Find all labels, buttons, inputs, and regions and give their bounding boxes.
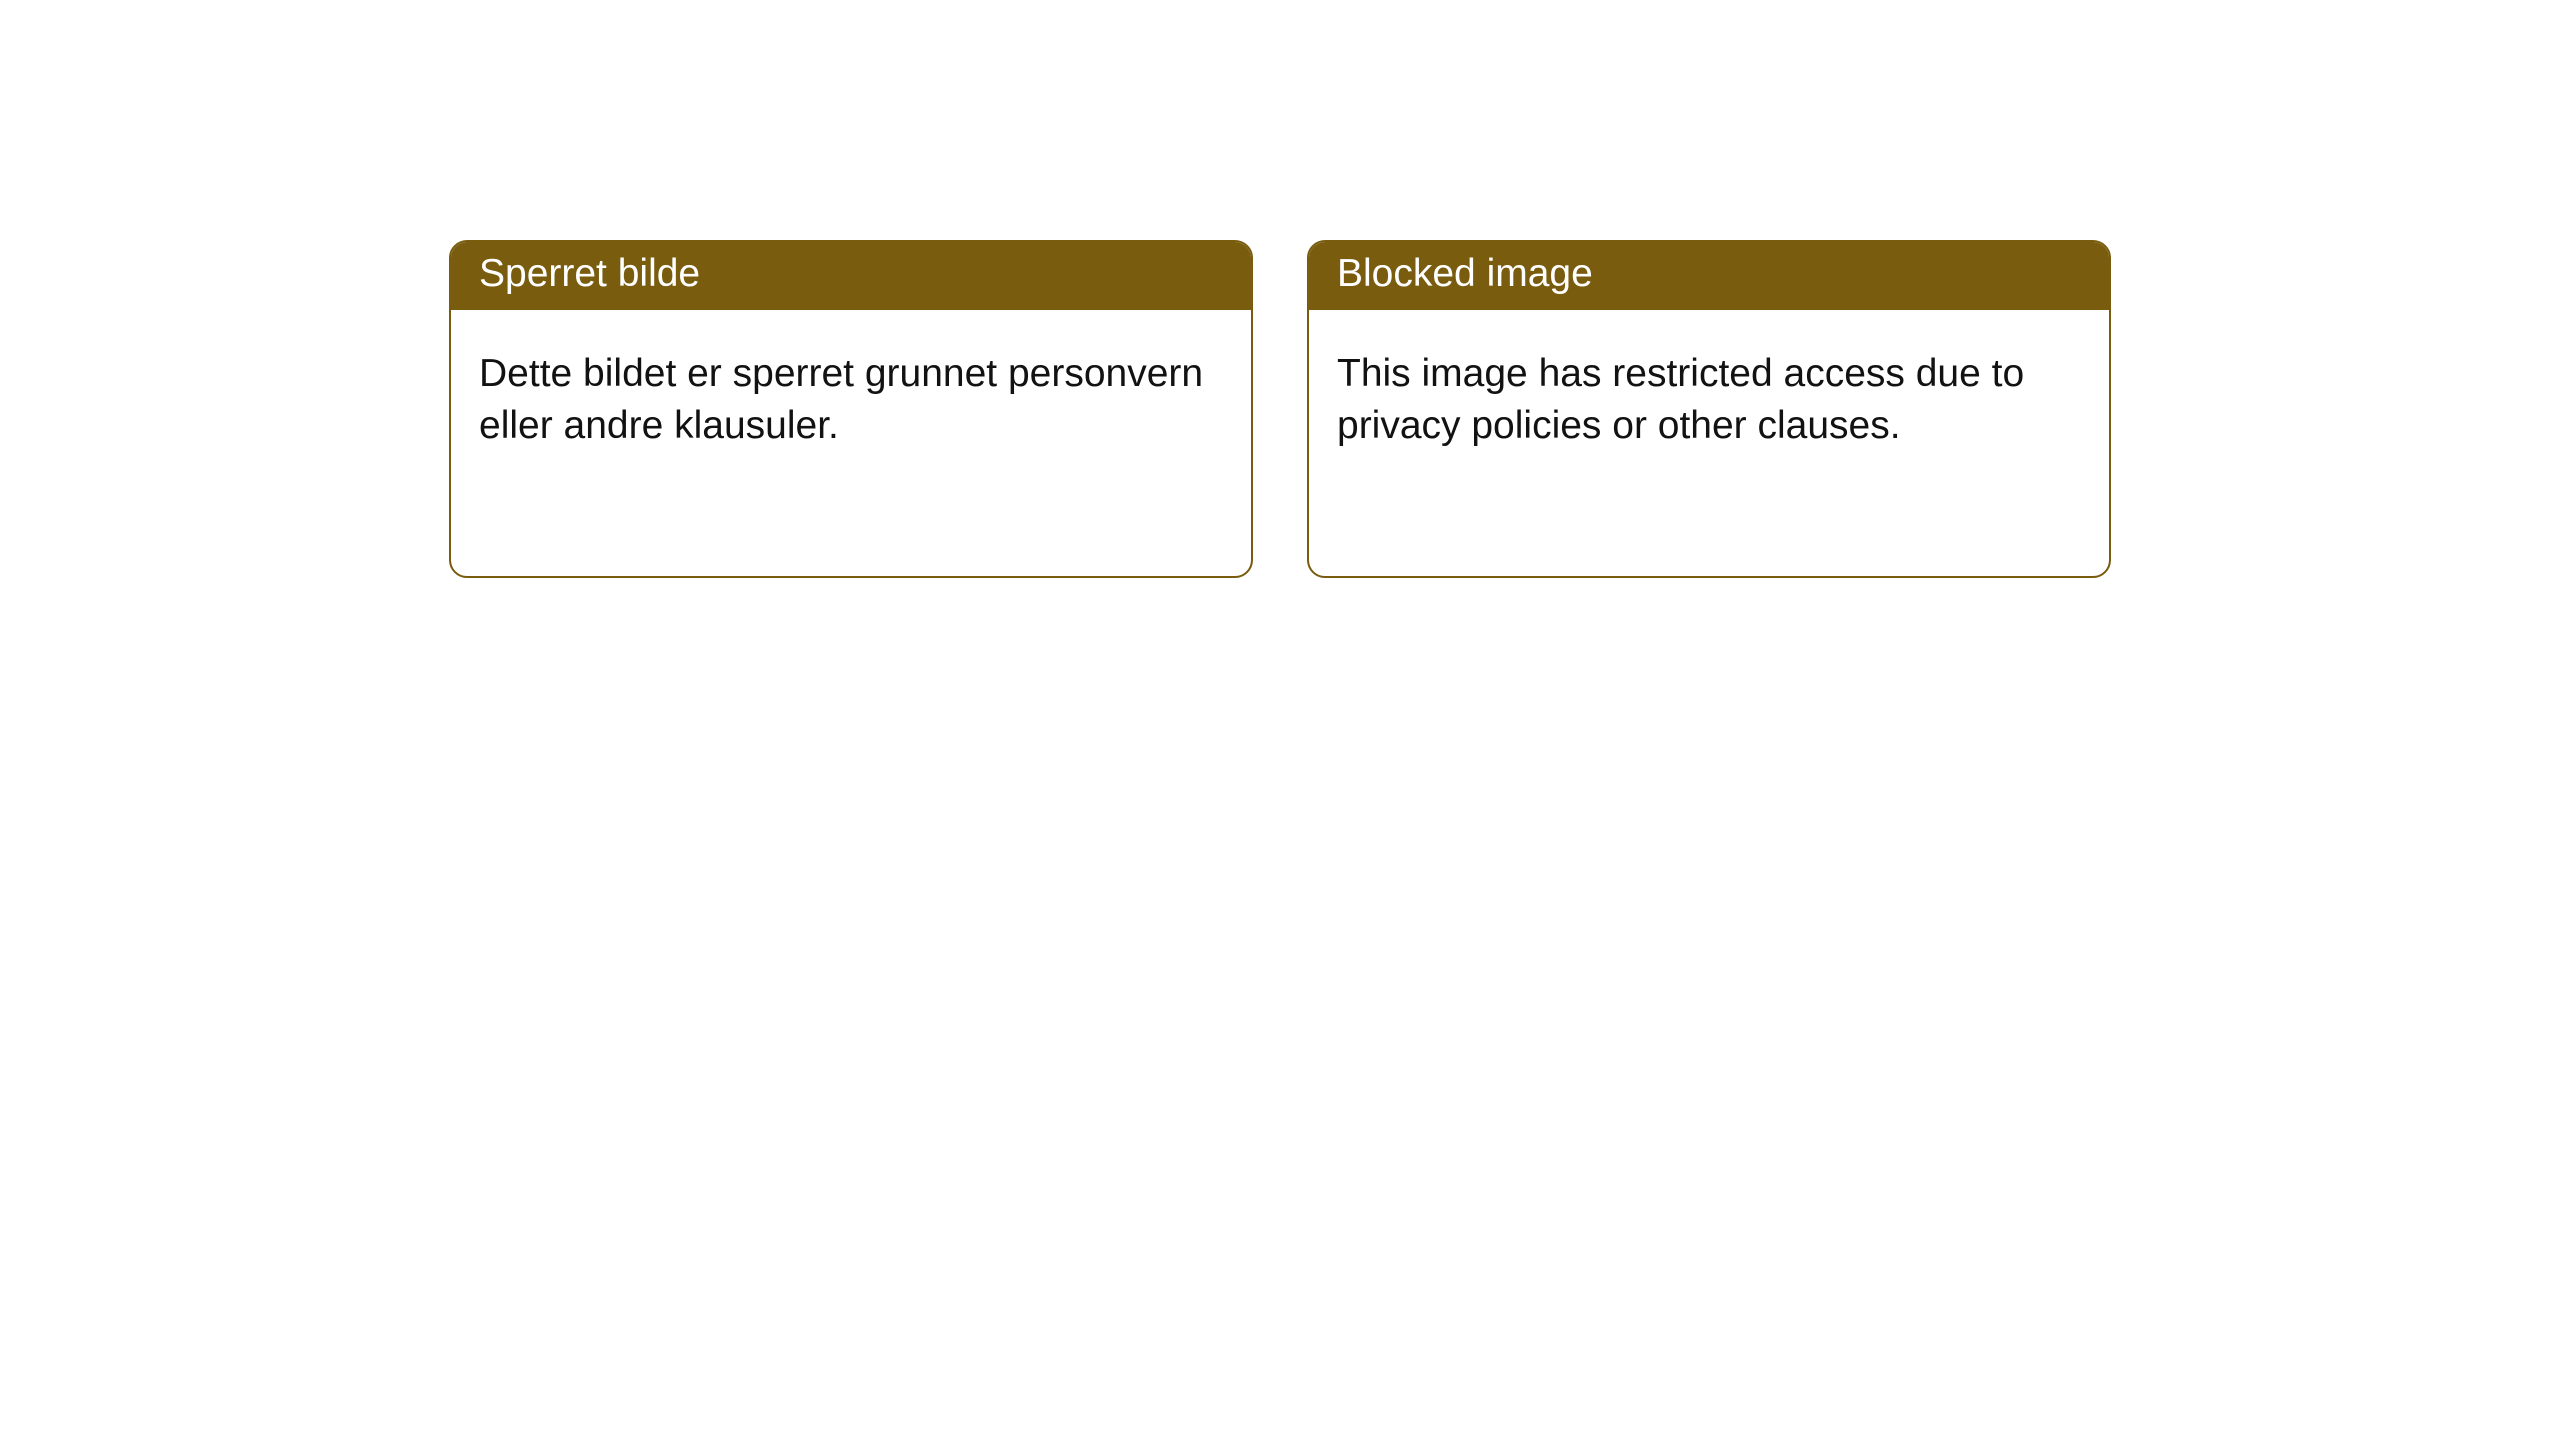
- notice-body-english: This image has restricted access due to …: [1309, 310, 2109, 481]
- notice-header-norwegian: Sperret bilde: [451, 242, 1251, 310]
- notice-container: Sperret bilde Dette bildet er sperret gr…: [0, 0, 2560, 578]
- notice-card-english: Blocked image This image has restricted …: [1307, 240, 2111, 578]
- notice-body-norwegian: Dette bildet er sperret grunnet personve…: [451, 310, 1251, 481]
- notice-header-english: Blocked image: [1309, 242, 2109, 310]
- notice-card-norwegian: Sperret bilde Dette bildet er sperret gr…: [449, 240, 1253, 578]
